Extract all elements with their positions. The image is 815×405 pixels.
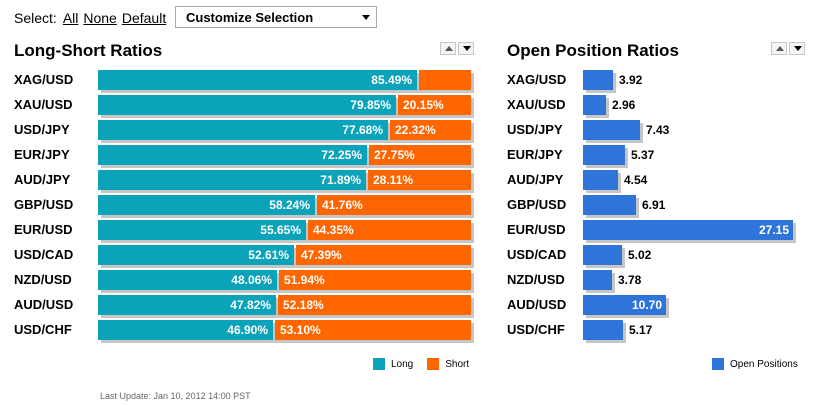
open-position-bar: 10.70: [583, 295, 666, 315]
pair-label: USD/JPY: [507, 122, 563, 137]
open-position-value: 3.78: [618, 273, 642, 287]
long-bar: 48.06%: [98, 270, 277, 290]
open-position-bar: [583, 95, 606, 115]
sort-down-button[interactable]: [789, 42, 805, 55]
long-bar: 55.65%: [98, 220, 306, 240]
pair-label: AUD/USD: [14, 297, 74, 312]
select-none-link[interactable]: None: [83, 10, 117, 26]
legend-open-positions-swatch: [712, 358, 724, 370]
open-position-bar: [583, 70, 613, 90]
pair-label: EUR/USD: [507, 222, 566, 237]
pair-label: NZD/USD: [14, 272, 72, 287]
open-position-bar: [583, 270, 612, 290]
sort-down-button[interactable]: [458, 42, 474, 55]
short-bar: 27.75%: [369, 145, 471, 165]
open-position-value: 5.17: [629, 323, 653, 337]
short-bar: 44.35%: [308, 220, 471, 240]
long-bar: 77.68%: [98, 120, 388, 140]
pair-label: USD/CHF: [14, 322, 72, 337]
pair-label: USD/CAD: [14, 247, 74, 262]
long-short-title: Long-Short Ratios: [14, 41, 163, 60]
long-bar: 72.25%: [98, 145, 367, 165]
open-position-sort-controls: [771, 42, 805, 55]
pair-label: EUR/USD: [14, 222, 73, 237]
pair-label: AUD/JPY: [14, 172, 71, 187]
open-position-value: 2.96: [612, 98, 636, 112]
open-position-bar: 27.15: [583, 220, 793, 240]
long-short-sort-controls: [440, 42, 474, 55]
open-position-value: 4.54: [624, 173, 648, 187]
open-position-value: 5.37: [631, 148, 655, 162]
open-position-bar: [583, 320, 623, 340]
open-position-title: Open Position Ratios: [507, 41, 679, 60]
short-bar: 28.11%: [368, 170, 471, 190]
legend-open-positions-label: Open Positions: [730, 358, 798, 370]
short-bar: 51.94%: [279, 270, 471, 290]
open-position-value: 5.02: [628, 248, 652, 262]
short-bar: 41.76%: [317, 195, 471, 215]
short-bar: 22.32%: [390, 120, 471, 140]
open-position-legend: Open Positions: [712, 358, 812, 370]
long-bar: 58.24%: [98, 195, 315, 215]
legend-short-label: Short: [445, 358, 470, 370]
short-bar: 47.39%: [296, 245, 471, 265]
pair-label: NZD/USD: [507, 272, 565, 287]
pair-label: XAG/USD: [507, 72, 567, 87]
select-label: Select:: [14, 10, 57, 26]
open-position-bar: [583, 145, 625, 165]
legend-long-swatch: [373, 358, 385, 370]
long-bar: 52.61%: [98, 245, 294, 265]
select-bar: Select: All None Default: [14, 7, 171, 29]
long-short-legend: Long Short: [373, 358, 483, 370]
triangle-up-icon: [776, 46, 784, 51]
long-bar: 46.90%: [98, 320, 273, 340]
pair-label: GBP/USD: [14, 197, 74, 212]
short-bar: 53.10%: [275, 320, 471, 340]
open-position-value: 3.92: [619, 73, 643, 87]
short-bar: 20.15%: [398, 95, 471, 115]
pair-label: AUD/USD: [507, 297, 567, 312]
select-default-link[interactable]: Default: [121, 10, 167, 26]
pair-label: EUR/JPY: [507, 147, 563, 162]
pair-label: USD/JPY: [14, 122, 70, 137]
legend-short-swatch: [427, 358, 440, 370]
long-bar: 85.49%: [98, 70, 417, 90]
pair-label: GBP/USD: [507, 197, 567, 212]
short-bar: [419, 70, 471, 90]
open-position-bar: [583, 245, 622, 265]
sort-up-button[interactable]: [771, 42, 787, 55]
last-update-text: Last Update: Jan 10, 2012 14:00 PST: [100, 391, 251, 401]
chevron-down-icon: [362, 15, 370, 20]
open-position-bar: [583, 170, 618, 190]
triangle-up-icon: [445, 46, 453, 51]
triangle-down-icon: [794, 46, 802, 51]
pair-label: AUD/JPY: [507, 172, 564, 187]
dropdown-value: Customize Selection: [186, 9, 314, 25]
pair-label: USD/CAD: [507, 247, 567, 262]
long-bar: 71.89%: [98, 170, 366, 190]
pair-label: EUR/JPY: [14, 147, 70, 162]
short-bar: 52.18%: [278, 295, 471, 315]
triangle-down-icon: [463, 46, 471, 51]
customize-selection-dropdown[interactable]: Customize Selection: [175, 6, 377, 28]
open-position-value: 6.91: [642, 198, 666, 212]
pair-label: XAU/USD: [14, 97, 73, 112]
long-bar: 47.82%: [98, 295, 276, 315]
pair-label: XAG/USD: [14, 72, 74, 87]
open-position-value: 7.43: [646, 123, 670, 137]
long-bar: 79.85%: [98, 95, 396, 115]
open-position-bar: [583, 195, 636, 215]
select-all-link[interactable]: All: [62, 10, 79, 26]
pair-label: XAU/USD: [507, 97, 566, 112]
legend-long-label: Long: [391, 358, 414, 370]
sort-up-button[interactable]: [440, 42, 456, 55]
pair-label: USD/CHF: [507, 322, 565, 337]
open-position-bar: [583, 120, 640, 140]
